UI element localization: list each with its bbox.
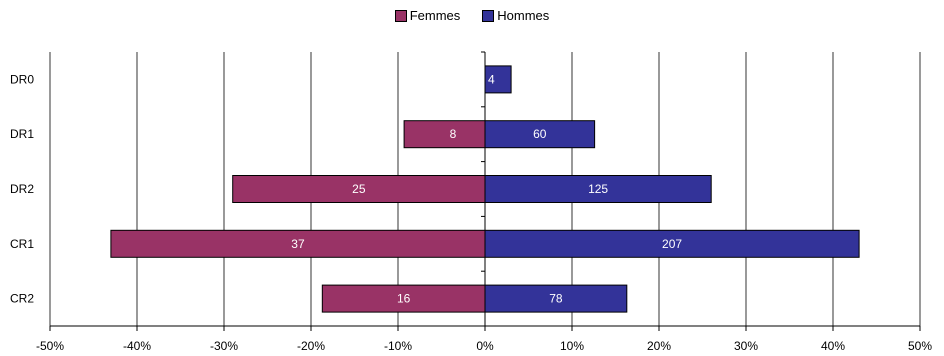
- data-label: 37: [291, 237, 305, 251]
- category-label: DR0: [10, 72, 34, 86]
- bar-hommes-dr0: [484, 65, 512, 94]
- legend-item-femmes: Femmes: [394, 8, 461, 23]
- data-label: 8: [450, 127, 457, 141]
- legend-label-femmes: Femmes: [409, 8, 461, 23]
- x-tick-label: 30%: [734, 339, 758, 353]
- legend-item-hommes: Hommes: [482, 8, 549, 23]
- x-tick-label: 40%: [821, 339, 845, 353]
- legend-swatch-femmes: [394, 9, 407, 22]
- data-label: 4: [488, 72, 495, 86]
- legend: Femmes Hommes: [0, 8, 944, 23]
- x-tick-label: -40%: [123, 339, 151, 353]
- bar-femmes-cr1: [110, 229, 486, 258]
- x-tick-label: -10%: [384, 339, 412, 353]
- bar-hommes-cr1: [484, 229, 860, 258]
- x-tick-label: -50%: [36, 339, 64, 353]
- data-label: 60: [533, 127, 547, 141]
- data-label: 125: [588, 182, 608, 196]
- data-label: 16: [397, 292, 411, 306]
- x-tick-label: 50%: [908, 339, 932, 353]
- x-tick-label: 10%: [560, 339, 584, 353]
- data-label: 207: [662, 237, 682, 251]
- category-label: DR1: [10, 127, 34, 141]
- legend-swatch-hommes: [482, 9, 495, 22]
- x-tick-label: 0%: [476, 339, 494, 353]
- bar-hommes-dr2: [484, 175, 712, 203]
- bar-hommes-dr1: [484, 120, 596, 149]
- category-label: DR2: [10, 182, 34, 196]
- x-tick-label: -20%: [297, 339, 325, 353]
- x-tick-label: -30%: [210, 339, 238, 353]
- bar-femmes-cr2: [321, 284, 486, 313]
- category-label: CR1: [10, 237, 34, 251]
- legend-label-hommes: Hommes: [497, 8, 550, 23]
- bar-femmes-dr1: [403, 120, 486, 149]
- category-label: CR2: [10, 292, 34, 306]
- x-tick-label: 20%: [647, 339, 671, 353]
- data-label: 25: [352, 182, 366, 196]
- data-label: 78: [549, 292, 563, 306]
- bar-hommes-cr2: [484, 284, 628, 313]
